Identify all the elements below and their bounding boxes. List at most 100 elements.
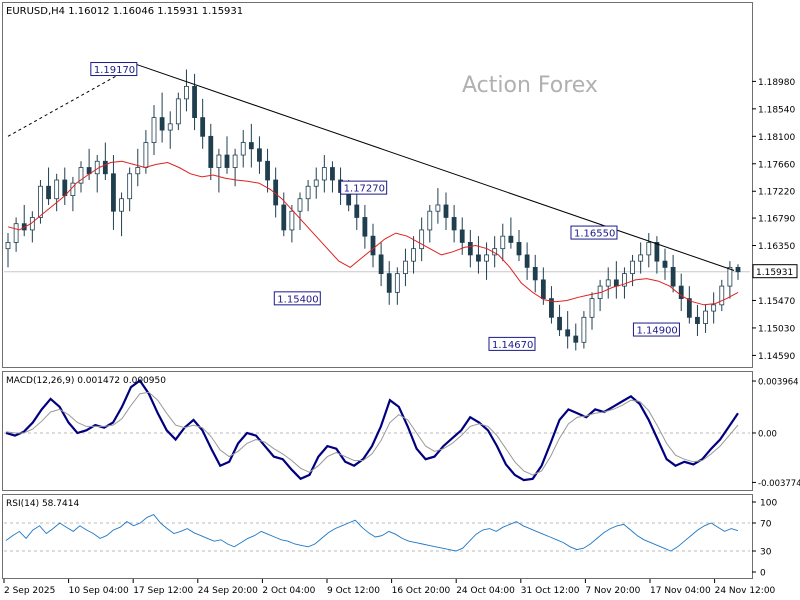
candle-body (630, 260, 635, 275)
candle-body (532, 266, 538, 281)
candle-body (605, 279, 611, 287)
candle-body (573, 335, 579, 343)
candle-body (670, 266, 676, 287)
candle-body (654, 242, 660, 262)
candle-body (459, 229, 465, 243)
candle-body (419, 229, 425, 250)
dashed-trendline (7, 64, 138, 137)
swing-label: 1.19170 (94, 65, 135, 76)
candle-body (411, 248, 416, 262)
candle-body (240, 142, 246, 156)
candle-body (508, 235, 514, 243)
candle-body (127, 173, 133, 200)
x-tick-label: 7 Nov 20:00 (585, 586, 640, 596)
candle-body (151, 117, 157, 143)
candle-body (646, 242, 652, 256)
candle-body (727, 266, 733, 287)
macd-line (5, 379, 739, 482)
candle-body (484, 254, 489, 262)
candle-body (297, 198, 303, 212)
watermark: Action Forex (462, 73, 598, 98)
candle-body (46, 185, 51, 200)
price-tick-label: 1.18100 (758, 133, 795, 143)
candle-body (549, 298, 554, 318)
moving-average-line (7, 160, 739, 306)
macd-layer: 0.003964 0.00 -0.003774 (4, 378, 800, 489)
candle-body (111, 173, 116, 212)
last-price-label: 1.15931 (756, 268, 793, 278)
candle-body (13, 223, 19, 243)
candle-body (78, 167, 84, 184)
candle-body (305, 185, 311, 200)
candle-body (330, 167, 335, 181)
candle-body (378, 254, 384, 275)
candle-body (638, 254, 644, 262)
x-tick-label: 24 Nov 12:00 (715, 586, 776, 596)
x-tick-label: 2 Sep 2025 (4, 586, 55, 596)
candle-body (248, 142, 254, 150)
rsi-line (5, 514, 739, 552)
swing-label-box (90, 62, 138, 77)
swing-label: 1.17270 (344, 184, 385, 195)
candle-body (711, 304, 717, 312)
candle-body (313, 179, 319, 187)
candle-body (135, 167, 141, 175)
candle-body (613, 279, 619, 287)
price-tick-label: 1.17660 (758, 160, 795, 170)
candle-body (524, 254, 530, 268)
swing-label-box (340, 180, 388, 195)
candle-body (321, 167, 327, 181)
candle-body (581, 316, 587, 343)
price-tick-label: 1.18540 (758, 105, 795, 115)
candle-body (200, 117, 206, 137)
candle-body (370, 235, 376, 256)
candle-body (54, 179, 60, 200)
x-tick-label: 24 Sep 20:00 (198, 586, 258, 596)
candle-body (159, 117, 165, 131)
candle-body (662, 260, 668, 268)
x-axis: 2 Sep 2025 10 Sep 04:00 17 Sep 12:00 24 Sep… (3, 579, 776, 596)
candle-body (678, 285, 684, 299)
candle-body (175, 98, 181, 125)
macd-tick-label: 0.00 (758, 429, 777, 439)
x-tick-label: 17 Sep 12:00 (133, 586, 193, 596)
candle-body (62, 179, 68, 197)
candle-body (540, 279, 546, 299)
candle-body (257, 148, 262, 162)
x-tick-label: 2 Oct 04:00 (262, 586, 315, 596)
candle-body (224, 154, 230, 168)
candle-body (686, 298, 692, 318)
swing-label-box (488, 336, 536, 351)
rsi-panel-frame (2, 494, 753, 579)
macd-panel-frame (2, 371, 753, 491)
candle-body (192, 85, 197, 118)
rsi-tick-label: 70 (760, 520, 772, 530)
candle-body (565, 329, 571, 337)
candle-body (289, 210, 295, 231)
x-tick-label: 9 Oct 12:00 (327, 586, 380, 596)
price-layer: 1.18980 1.18540 1.18100 1.17660 1.17220 1.167… (4, 62, 798, 362)
candle-body (703, 310, 708, 324)
candle-body (500, 235, 506, 250)
price-tick-label: 1.15030 (758, 324, 795, 334)
swing-label: 1.14900 (636, 326, 677, 337)
candle-body (476, 254, 481, 262)
candle-body (5, 242, 11, 250)
candle-body (386, 273, 392, 293)
candle-body (143, 142, 149, 168)
rsi-tick-label: 100 (760, 499, 777, 509)
price-tick-label: 1.15470 (758, 297, 795, 307)
swing-label: 1.14670 (492, 340, 533, 351)
rsi-title: RSI(14) 58.7414 (6, 499, 79, 509)
swing-label-box (273, 291, 321, 306)
price-panel-frame (2, 2, 753, 368)
swing-label: 1.16550 (574, 229, 615, 240)
price-tick-label: 1.16790 (758, 215, 795, 225)
candle-body (451, 217, 457, 231)
candle-body (695, 316, 700, 324)
candle-body (208, 135, 214, 168)
candle-body (265, 160, 270, 181)
macd-tick-label: -0.003774 (758, 479, 800, 489)
candle-body (622, 273, 627, 287)
